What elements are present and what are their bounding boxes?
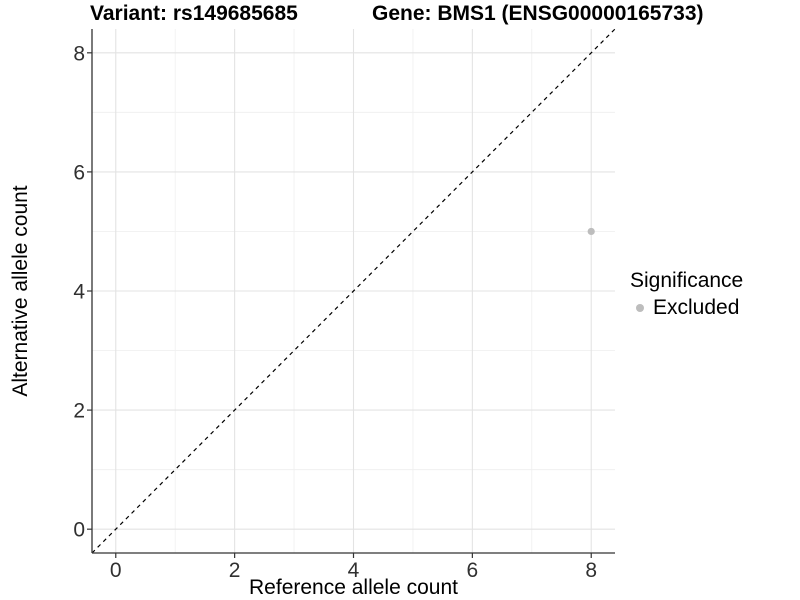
legend: Significance Excluded [630, 269, 743, 320]
legend-item-excluded: Excluded [630, 296, 743, 320]
excluded-marker-icon [635, 304, 644, 312]
x-tick-label: 4 [348, 559, 360, 582]
y-tick-label: 2 [73, 400, 85, 423]
x-tick-label: 6 [467, 559, 479, 582]
plot-title-gene: Gene: BMS1 (ENSG00000165733) [372, 2, 704, 25]
x-tick-label: 0 [110, 559, 122, 582]
y-tick-label: 6 [73, 161, 85, 184]
x-axis-title: Reference allele count [249, 576, 458, 599]
legend-key-box [630, 299, 649, 318]
legend-item-label: Excluded [653, 296, 740, 319]
legend-title: Significance [630, 269, 744, 292]
y-axis-title: Alternative allele count [9, 185, 32, 397]
y-tick-label: 4 [73, 281, 85, 304]
x-tick-label: 8 [585, 559, 597, 582]
plot-title-variant: Variant: rs149685685 [90, 2, 298, 25]
data-point [587, 227, 595, 236]
x-tick-label: 2 [229, 559, 241, 582]
y-tick-label: 8 [73, 42, 85, 65]
y-tick-label: 0 [73, 519, 85, 542]
identity-dashed-line [91, 28, 616, 554]
